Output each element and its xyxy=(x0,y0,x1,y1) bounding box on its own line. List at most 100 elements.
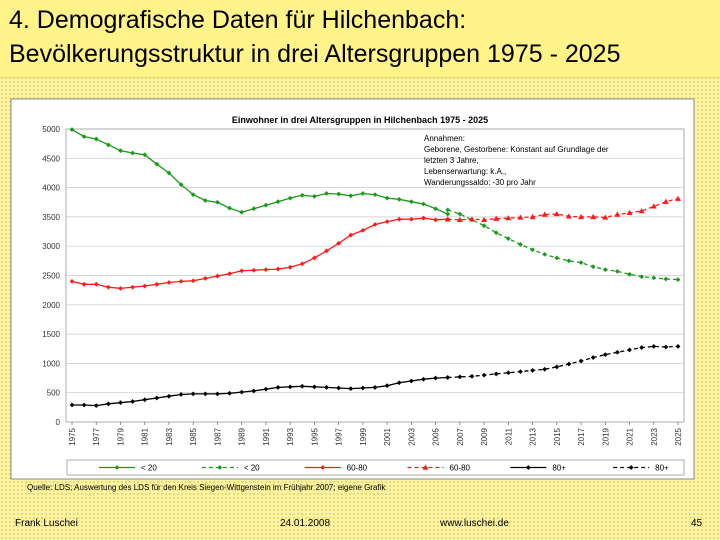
x-tick-label: 2007 xyxy=(456,427,465,445)
data-point-marker xyxy=(287,384,293,390)
data-point-marker xyxy=(493,371,499,377)
data-point-marker xyxy=(542,252,548,257)
legend: < 20 < 20 60-80 60-80 80+ 80+ xyxy=(99,464,669,473)
data-point-marker xyxy=(360,385,366,391)
data-point-marker xyxy=(287,264,293,270)
data-point-marker xyxy=(651,344,657,349)
data-point-marker xyxy=(626,209,633,215)
data-point-marker xyxy=(384,219,390,224)
data-point-marker xyxy=(166,170,172,176)
x-tick-label: 1981 xyxy=(141,427,150,445)
data-point-marker xyxy=(105,284,111,290)
x-tick-label: 2001 xyxy=(383,427,392,445)
data-point-marker xyxy=(675,344,681,349)
x-tick-label: 1987 xyxy=(213,427,222,445)
source-note: Quelle: LDS; Auswertung des LDS für den … xyxy=(27,483,386,492)
data-point-marker xyxy=(239,209,245,215)
data-point-marker xyxy=(518,242,523,247)
series-80-ist xyxy=(69,375,451,408)
data-point-marker xyxy=(275,199,281,205)
data-point-marker xyxy=(299,383,305,389)
annotation-line: Annahmen: xyxy=(424,134,465,143)
y-tick-label: 1000 xyxy=(42,359,60,368)
data-point-marker xyxy=(421,215,426,221)
x-tick-label: 1975 xyxy=(68,427,77,445)
x-tick-label: 1985 xyxy=(189,427,198,445)
data-point-marker xyxy=(590,355,596,360)
data-point-marker xyxy=(202,198,208,203)
x-tick-label: 2009 xyxy=(480,427,489,445)
data-point-marker xyxy=(299,192,305,198)
data-point-marker xyxy=(217,465,223,470)
data-point-marker xyxy=(408,216,414,222)
data-point-marker xyxy=(166,393,172,399)
data-point-marker xyxy=(675,195,681,201)
data-point-marker xyxy=(130,150,135,156)
data-point-marker xyxy=(408,199,414,205)
annotation-line: Lebenserwartung: k.A., xyxy=(424,167,506,176)
data-point-marker xyxy=(215,199,220,205)
data-point-marker xyxy=(312,384,317,390)
data-point-marker xyxy=(675,277,681,283)
data-series xyxy=(69,127,681,408)
x-tick-label: 1997 xyxy=(335,427,344,445)
data-point-marker xyxy=(639,345,645,350)
data-point-marker xyxy=(178,182,184,188)
y-tick-label: 3000 xyxy=(42,242,60,251)
grid-lines xyxy=(66,157,684,394)
data-point-marker xyxy=(541,211,548,217)
chart-title: Einwohner in drei Altersgruppen in Hilch… xyxy=(232,115,488,125)
assumptions-annotation: Annahmen: Geborene, Gestorbene: Konstant … xyxy=(424,134,609,187)
data-point-marker xyxy=(602,214,609,220)
data-point-marker xyxy=(444,216,451,222)
series-line xyxy=(447,198,679,221)
series-6080-prognose xyxy=(444,195,681,223)
data-point-marker xyxy=(445,211,451,217)
data-point-marker xyxy=(615,349,620,355)
data-point-marker xyxy=(602,352,608,358)
footer-page-number: 45 xyxy=(691,518,703,529)
x-tick-label: 1991 xyxy=(262,427,271,445)
data-point-marker xyxy=(590,213,597,220)
data-point-marker xyxy=(627,271,632,277)
data-point-marker xyxy=(348,386,354,391)
x-tick-label: 2015 xyxy=(553,427,562,445)
data-point-marker xyxy=(190,278,196,284)
x-tick-label: 1977 xyxy=(92,427,101,445)
data-point-marker xyxy=(554,364,560,370)
data-point-marker xyxy=(215,391,220,397)
slide-title-line-1: 4. Demografische Daten für Hilchenbach: xyxy=(9,6,467,34)
data-point-marker xyxy=(320,465,326,470)
data-point-marker xyxy=(627,347,632,353)
annotation-line: Geborene, Gestorbene: Konstant auf Grund… xyxy=(424,145,609,154)
data-point-marker xyxy=(227,205,232,211)
data-point-marker xyxy=(602,267,608,273)
data-point-marker xyxy=(457,211,463,217)
data-point-marker xyxy=(69,278,75,284)
data-point-marker xyxy=(650,203,657,209)
data-point-marker xyxy=(565,213,572,219)
footer-author: Frank Luschei xyxy=(15,518,78,529)
x-tick-label: 1993 xyxy=(286,427,295,445)
data-point-marker xyxy=(154,161,160,167)
data-point-marker xyxy=(69,402,75,408)
data-point-marker xyxy=(324,248,329,254)
data-point-marker xyxy=(578,260,584,266)
data-point-marker xyxy=(263,386,269,392)
data-point-marker xyxy=(433,375,438,381)
series-80-prognose xyxy=(445,344,681,380)
data-point-marker xyxy=(178,278,184,284)
data-point-marker xyxy=(663,276,669,282)
data-point-marker xyxy=(384,383,390,389)
x-tick-label: 2005 xyxy=(432,427,441,445)
data-point-marker xyxy=(239,268,245,274)
y-tick-label: 5000 xyxy=(42,125,60,134)
data-point-marker xyxy=(202,276,208,281)
annotation-line: Wanderungssaldo: -30 pro Jahr xyxy=(424,178,536,187)
y-tick-label: 1500 xyxy=(42,330,60,339)
legend-label: 60-80 xyxy=(450,464,471,473)
data-point-marker xyxy=(525,465,531,470)
y-tick-label: 500 xyxy=(47,389,61,398)
x-tick-label: 1989 xyxy=(238,427,247,445)
